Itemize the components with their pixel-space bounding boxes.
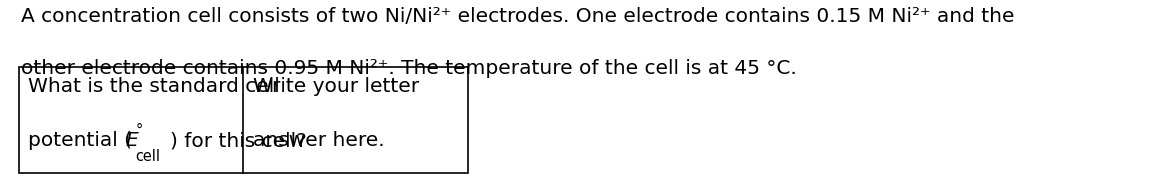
Text: answer here.: answer here.	[253, 131, 384, 150]
Bar	[19, 67, 468, 173]
Text: A concentration cell consists of two Ni/Ni²⁺ electrodes. One electrode contains : A concentration cell consists of two Ni/…	[21, 7, 1014, 26]
Text: °: °	[136, 122, 143, 137]
Text: potential (: potential (	[28, 131, 132, 150]
Text: cell: cell	[136, 149, 160, 164]
Text: other electrode contains 0.95 M Ni²⁺. The temperature of the cell is at 45 °C.: other electrode contains 0.95 M Ni²⁺. Th…	[21, 59, 797, 78]
Text: Write your letter: Write your letter	[253, 77, 419, 96]
Text: ) for this cell?: ) for this cell?	[170, 131, 307, 150]
Text: $E$: $E$	[125, 131, 140, 150]
Text: What is the standard cell: What is the standard cell	[28, 77, 280, 96]
